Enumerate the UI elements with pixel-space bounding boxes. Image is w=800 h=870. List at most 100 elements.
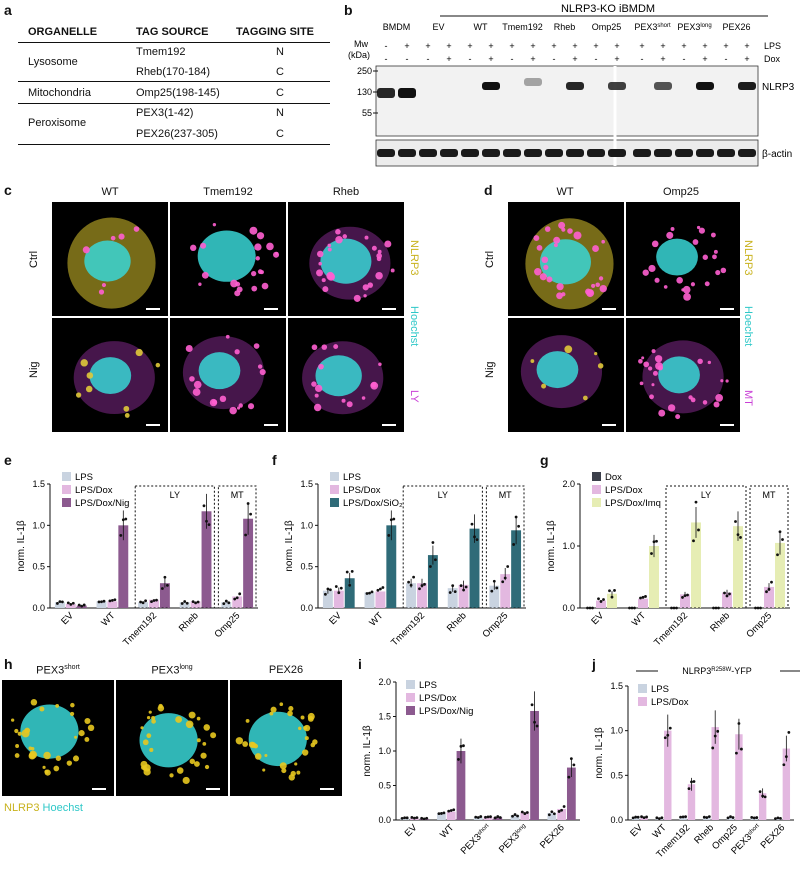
bar (406, 583, 417, 608)
actin-band (524, 149, 542, 157)
data-point (683, 594, 687, 598)
table-cell-tag: Tmem192 (136, 46, 186, 58)
data-point (194, 601, 198, 605)
y-tick-label: 0.5 (610, 770, 623, 780)
blot-lps-sign: - (385, 41, 388, 51)
data-point (705, 816, 709, 819)
data-point (770, 580, 773, 584)
data-point (774, 817, 777, 821)
data-point (121, 518, 125, 522)
data-point (453, 590, 457, 593)
micro-h-grid (2, 680, 342, 796)
panel-label-f: f (272, 452, 277, 468)
data-point (517, 524, 521, 528)
data-point (493, 816, 497, 820)
panel-label-a: a (4, 2, 12, 18)
data-point (533, 720, 536, 724)
data-point (514, 515, 518, 519)
data-point (557, 810, 561, 813)
data-point (486, 815, 490, 819)
data-point (750, 816, 754, 819)
bar (456, 751, 466, 820)
blot-lps-sign: + (404, 41, 409, 51)
data-point (108, 599, 112, 603)
data-point (765, 590, 768, 594)
blot-lps-sign: + (467, 41, 472, 51)
panel-label-j: j (592, 656, 596, 672)
group-box-label: LY (701, 490, 711, 500)
data-point (645, 815, 648, 819)
micro-c-col-tmem192: Tmem192 (203, 186, 253, 198)
micro-d-grid (508, 202, 740, 432)
data-point (634, 815, 638, 819)
bar (427, 555, 438, 608)
y-tick-label: 0.5 (300, 562, 313, 572)
micro-d-row-nig: Nig (484, 361, 496, 378)
legend-label: LPS (343, 472, 361, 483)
actin-band (738, 149, 756, 157)
data-point (725, 594, 729, 598)
data-point (60, 600, 64, 604)
actin-band (587, 149, 605, 157)
data-point (139, 600, 142, 604)
data-point (368, 591, 371, 595)
blot-dox-sign: + (530, 54, 535, 64)
nlrp3-band (377, 88, 395, 98)
data-point (784, 755, 788, 759)
data-point (185, 601, 189, 605)
data-point (552, 812, 556, 816)
table-cell-tag: Omp25(198-145) (136, 87, 220, 99)
data-point (475, 538, 479, 541)
table-cell-site: N (276, 46, 284, 58)
data-point (326, 587, 330, 591)
y-axis-label: norm. IL-1β (362, 725, 373, 777)
x-tick-label: PEX26 (538, 822, 567, 851)
blot-dox-sign: + (660, 54, 665, 64)
panel-label-i: i (358, 656, 362, 672)
data-point (731, 816, 735, 819)
blot-lps-sign: + (702, 41, 707, 51)
chart-e: 0.0 0.5 1.0 1.5 norm. IL-1β EV WT Tmem192 Rheb Om… (16, 472, 258, 648)
panel-label-e: e (4, 452, 12, 468)
data-point (462, 588, 465, 592)
data-point (697, 528, 700, 532)
blot-lane-label: PEX3short (634, 22, 671, 32)
group-box-label: LY (170, 490, 180, 500)
blot-dox-sign: - (641, 54, 644, 64)
data-point (224, 599, 228, 603)
data-point (599, 600, 603, 603)
table-cell-tag: PEX26(237-305) (136, 128, 218, 140)
bar (510, 815, 520, 820)
blot-lps-sign: + (660, 41, 665, 51)
blot-lps-sign: + (509, 41, 514, 51)
table-cell-site: N (276, 107, 284, 119)
data-point (569, 757, 573, 761)
data-point (422, 817, 426, 821)
data-point (687, 787, 691, 791)
data-point (452, 808, 456, 812)
legend-swatch (330, 485, 339, 494)
nlrp3-band (524, 78, 542, 86)
legend-swatch (406, 680, 415, 689)
legend-label: LPS (651, 684, 669, 695)
bar (664, 730, 672, 820)
data-point (776, 553, 779, 557)
data-point (407, 580, 410, 584)
chart-g: 0.0 1.0 2.0 norm. IL-1β EV WT Tmem192 Rheb Omp25… (546, 472, 790, 648)
x-tick-label: Rheb (177, 610, 201, 634)
data-point (513, 813, 517, 816)
actin-band (654, 149, 672, 157)
y-axis-label: norm. IL-1β (546, 520, 557, 572)
bar (447, 588, 458, 608)
data-point (235, 596, 239, 600)
bar (607, 593, 617, 608)
data-point (713, 734, 717, 738)
blot-lps-sign: + (488, 41, 493, 51)
legend-label: LPS/Dox (651, 697, 689, 708)
y-tick-label: 0.0 (32, 603, 45, 613)
y-tick-label: 1.0 (300, 520, 313, 530)
legend-swatch (330, 472, 339, 481)
data-point (702, 815, 706, 819)
blot-lps-sign: + (639, 41, 644, 51)
actin-band (717, 149, 735, 157)
